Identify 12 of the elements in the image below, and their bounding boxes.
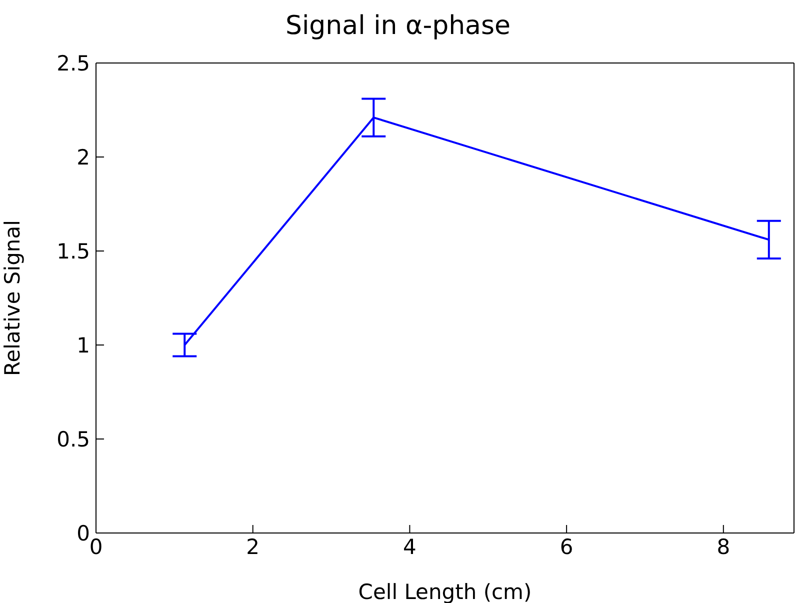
y-tick-label: 1 xyxy=(76,333,90,358)
chart-title: Signal in α-phase xyxy=(284,10,512,43)
x-tick-label: 4 xyxy=(403,534,416,559)
y-tick-label: 2 xyxy=(76,145,90,170)
y-tick-label: 1.5 xyxy=(56,239,90,264)
y-tick-label: 0.5 xyxy=(56,427,90,452)
x-axis-title: Cell Length (cm) xyxy=(358,580,532,603)
x-tick-label: 2 xyxy=(246,534,260,559)
x-tick-label: 8 xyxy=(716,534,730,559)
y-tick-label: 2.5 xyxy=(56,51,90,76)
y-axis-title: Relative Signal xyxy=(0,220,24,376)
x-tick-label: 6 xyxy=(560,534,574,559)
